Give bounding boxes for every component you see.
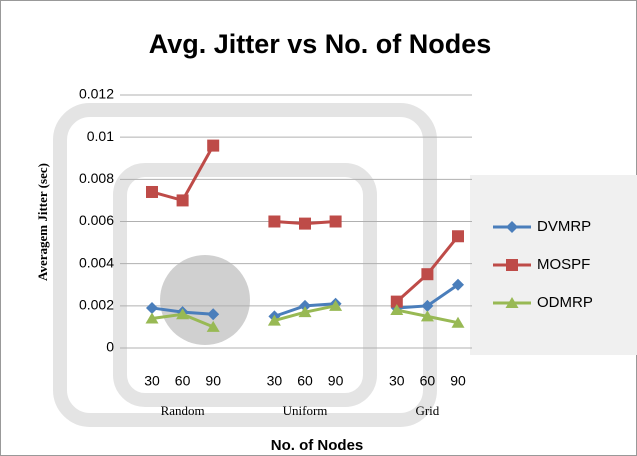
x-axis-label: No. of Nodes [271,437,364,454]
point [176,308,190,320]
x-tick-label: 60 [420,373,436,389]
y-tick-label: 0 [106,339,114,355]
x-tick-label: 30 [144,373,160,389]
point [146,301,158,314]
x-tick-label: 90 [205,373,221,389]
x-tick-label: 60 [297,373,313,389]
y-tick-label: 0.01 [87,128,114,144]
point [451,316,465,328]
y-tick-label: 0.008 [79,170,114,186]
point [420,310,434,322]
x-tick-label: 30 [267,373,283,389]
point [206,320,220,332]
y-tick-label: 0.012 [79,86,114,102]
point [329,299,343,311]
point [298,306,312,318]
legend-marker [505,297,519,308]
group-label: Random [161,403,205,418]
point [267,314,281,326]
point [207,139,220,152]
legend-item: ODMRP [493,294,593,311]
watermark [53,103,637,427]
legend-label: MOSPF [537,256,590,273]
point [299,217,311,230]
x-tick-label: 90 [328,373,344,389]
x-tick-label: 90 [450,373,466,389]
legend-item: DVMRP [493,218,591,235]
legend-marker [506,221,518,233]
point [390,304,404,316]
point [268,215,281,228]
legend-label: ODMRP [537,294,593,311]
legend-marker [506,259,518,271]
group-label: Uniform [283,403,328,418]
watermark-dot [160,255,250,345]
point [421,299,434,312]
y-axis-label: Averagem Jitter (sec) [35,163,50,281]
point [452,230,464,243]
group-label: Grid [415,403,439,418]
point [146,185,158,198]
x-tick-label: 30 [389,373,405,389]
legend-item: MOSPF [493,256,590,273]
point [452,278,464,291]
point [145,312,159,324]
x-tick-label: 60 [175,373,191,389]
legend-label: DVMRP [537,218,591,235]
y-tick-label: 0.002 [79,297,114,313]
point [421,268,434,281]
point [299,299,311,312]
chart-title: Avg. Jitter vs No. of Nodes [149,29,492,59]
point [329,215,342,228]
point [390,295,403,308]
point [207,308,220,321]
y-tick-label: 0.006 [79,212,114,228]
point [176,194,189,207]
y-tick-label: 0.004 [79,254,114,270]
